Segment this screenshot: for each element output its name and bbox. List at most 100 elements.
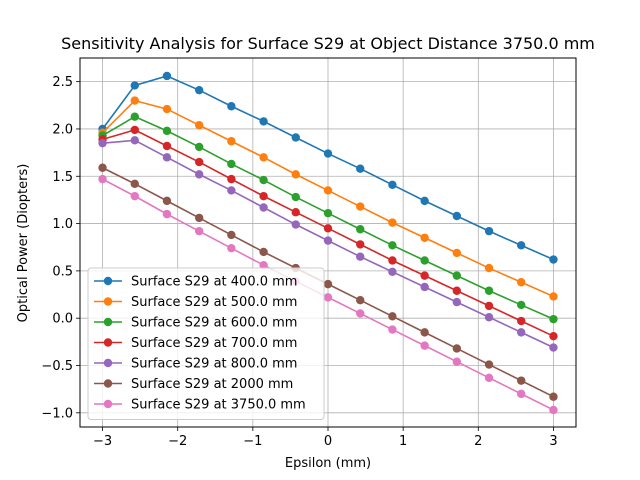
- legend-item: Surface S29 at 3750.0 mm: [94, 398, 306, 413]
- data-point: [388, 218, 397, 227]
- legend: Surface S29 at 400.0 mm Surface S29 at 50…: [87, 267, 325, 420]
- data-point: [130, 112, 139, 121]
- data-point: [227, 186, 236, 195]
- data-point: [194, 226, 204, 236]
- legend-marker: [103, 379, 113, 388]
- data-point: [356, 252, 365, 261]
- data-point: [162, 71, 172, 81]
- data-point: [420, 328, 429, 337]
- data-point: [194, 170, 204, 179]
- series-2: [98, 96, 558, 301]
- x-tick-label: 3: [549, 434, 557, 449]
- data-point: [98, 174, 107, 184]
- data-point: [549, 405, 558, 415]
- y-axis-label: Optical Power (Diopters): [16, 164, 31, 323]
- data-point: [484, 226, 494, 236]
- data-point: [549, 343, 558, 352]
- data-point: [227, 137, 236, 146]
- data-point: [420, 256, 429, 265]
- data-point: [162, 153, 172, 162]
- data-point: [388, 256, 397, 265]
- data-point: [549, 314, 558, 324]
- legend-marker: [103, 297, 113, 306]
- data-point: [549, 331, 558, 341]
- data-point: [259, 117, 268, 126]
- data-point: [356, 164, 365, 173]
- data-point: [323, 236, 333, 245]
- data-point: [549, 255, 558, 264]
- data-point: [420, 282, 429, 292]
- data-point: [549, 292, 558, 301]
- data-point: [162, 126, 172, 136]
- data-point: [484, 360, 494, 369]
- data-point: [323, 293, 333, 302]
- data-point: [356, 240, 365, 249]
- legend-marker: [103, 399, 113, 409]
- data-point: [452, 344, 462, 353]
- data-point: [291, 133, 300, 142]
- data-point: [194, 213, 204, 223]
- y-tick-label: 2.0: [52, 122, 73, 137]
- data-point: [162, 104, 172, 114]
- legend-item: Surface S29 at 800.0 mm: [94, 357, 297, 372]
- chart-title: Sensitivity Analysis for Surface S29 at …: [61, 34, 595, 53]
- legend-marker: [103, 358, 113, 368]
- legend-label: Surface S29 at 2000 mm: [131, 377, 293, 392]
- data-point: [356, 309, 365, 318]
- data-point: [291, 192, 300, 202]
- data-point: [452, 297, 462, 307]
- data-point: [388, 180, 397, 189]
- data-point: [291, 220, 300, 229]
- legend-label: Surface S29 at 3750.0 mm: [131, 398, 306, 413]
- data-point: [227, 230, 236, 240]
- data-point: [259, 175, 268, 185]
- data-point: [388, 325, 397, 334]
- data-point: [162, 209, 172, 219]
- y-tick-label: 2.5: [52, 75, 73, 90]
- data-point: [452, 271, 462, 280]
- data-point: [517, 241, 526, 250]
- data-point: [452, 286, 462, 295]
- data-point: [291, 208, 300, 217]
- data-point: [388, 267, 397, 277]
- x-tick-label: 2: [474, 434, 482, 449]
- data-point: [227, 174, 236, 184]
- y-tick-label: 1.0: [52, 217, 73, 232]
- data-point: [130, 179, 139, 189]
- y-tick-label: −0.5: [41, 359, 73, 374]
- data-point: [484, 286, 494, 295]
- legend-marker: [103, 338, 113, 347]
- data-point: [98, 138, 107, 148]
- series-1: [98, 71, 558, 264]
- data-point: [388, 241, 397, 250]
- x-tick-label: −1: [243, 434, 262, 449]
- x-tick-label: 0: [324, 434, 332, 449]
- data-point: [420, 341, 429, 350]
- data-point: [484, 263, 494, 273]
- legend-item: Surface S29 at 400.0 mm: [94, 275, 297, 290]
- data-point: [484, 313, 494, 322]
- data-point: [259, 247, 268, 257]
- data-point: [130, 191, 139, 201]
- data-point: [323, 149, 333, 158]
- data-point: [517, 376, 526, 385]
- data-point: [130, 136, 139, 145]
- data-point: [162, 196, 172, 206]
- data-point: [291, 170, 300, 179]
- data-point: [194, 157, 204, 167]
- data-point: [323, 224, 333, 233]
- data-point: [356, 225, 365, 234]
- data-point: [98, 163, 107, 172]
- data-point: [259, 261, 268, 270]
- series-6: [98, 163, 558, 401]
- legend-label: Surface S29 at 500.0 mm: [131, 295, 297, 310]
- data-point: [549, 392, 558, 401]
- data-point: [388, 312, 397, 321]
- data-point: [517, 389, 526, 399]
- y-axis: −1.0 −0.5 0.0 0.5 1.0 1.5 2.0 2.5: [41, 75, 80, 421]
- data-point: [484, 301, 494, 311]
- data-point: [162, 141, 172, 151]
- series-3: [98, 112, 558, 324]
- legend-item: Surface S29 at 500.0 mm: [94, 295, 297, 310]
